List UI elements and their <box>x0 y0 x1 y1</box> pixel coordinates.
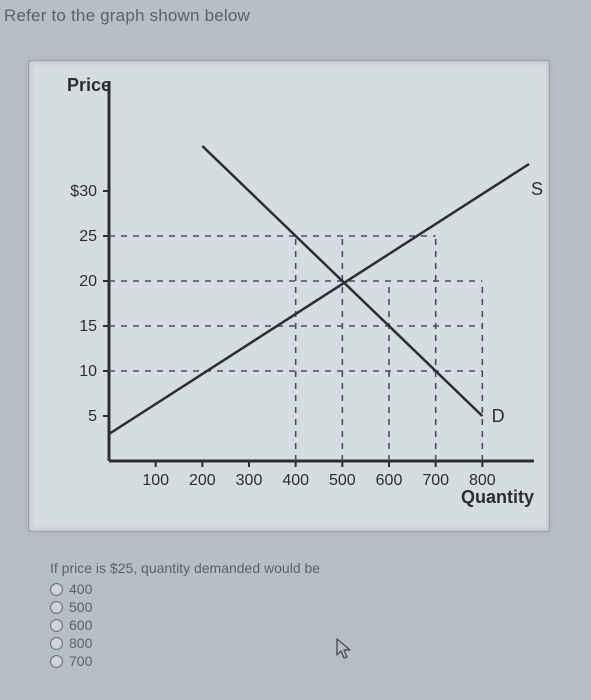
option-label: 600 <box>69 616 92 634</box>
demand-label: D <box>492 406 505 426</box>
question-block: If price is $25, quantity demanded would… <box>50 560 320 670</box>
x-tick-label: 500 <box>329 472 356 489</box>
y-tick-label: $30 <box>70 183 97 200</box>
prompt-heading: Refer to the graph shown below <box>4 6 250 26</box>
chart-card: Price Quantity $30 25 20 15 10 5 100 200 300 400 500… <box>28 60 550 532</box>
option-row[interactable]: 500 <box>50 598 320 616</box>
y-tick-label: 20 <box>79 273 97 290</box>
y-axis-label: Price <box>67 75 111 95</box>
supply-label: S <box>531 179 543 199</box>
options-list: 400500600800700 <box>50 580 320 670</box>
supply-demand-chart: Price Quantity $30 25 20 15 10 5 100 200 300 400 500… <box>29 61 549 531</box>
cursor-icon <box>335 638 353 660</box>
radio-icon[interactable] <box>50 601 63 614</box>
x-tick-label: 700 <box>422 472 449 489</box>
option-row[interactable]: 700 <box>50 652 320 670</box>
supply-line <box>109 164 529 434</box>
y-tick-label: 25 <box>79 228 97 245</box>
question-text: If price is $25, quantity demanded would… <box>50 560 320 576</box>
x-tick-label: 800 <box>469 472 496 489</box>
y-tick-label: 10 <box>79 363 97 380</box>
option-label: 700 <box>69 652 92 670</box>
option-row[interactable]: 600 <box>50 616 320 634</box>
radio-icon[interactable] <box>50 619 63 632</box>
page: Refer to the graph shown below Price Quan… <box>0 0 591 700</box>
option-row[interactable]: 400 <box>50 580 320 598</box>
x-tick-label: 600 <box>376 472 403 489</box>
y-tick-label: 5 <box>88 408 97 425</box>
radio-icon[interactable] <box>50 637 63 650</box>
radio-icon[interactable] <box>50 655 63 668</box>
x-tick-label: 200 <box>189 472 216 489</box>
option-row[interactable]: 800 <box>50 634 320 652</box>
x-axis-label: Quantity <box>461 487 534 507</box>
option-label: 400 <box>69 580 92 598</box>
x-tick-label: 300 <box>236 472 263 489</box>
option-label: 800 <box>69 634 92 652</box>
radio-icon[interactable] <box>50 583 63 596</box>
x-tick-label: 400 <box>282 472 309 489</box>
x-tick-label: 100 <box>142 472 169 489</box>
y-tick-label: 15 <box>79 318 97 335</box>
option-label: 500 <box>69 598 92 616</box>
